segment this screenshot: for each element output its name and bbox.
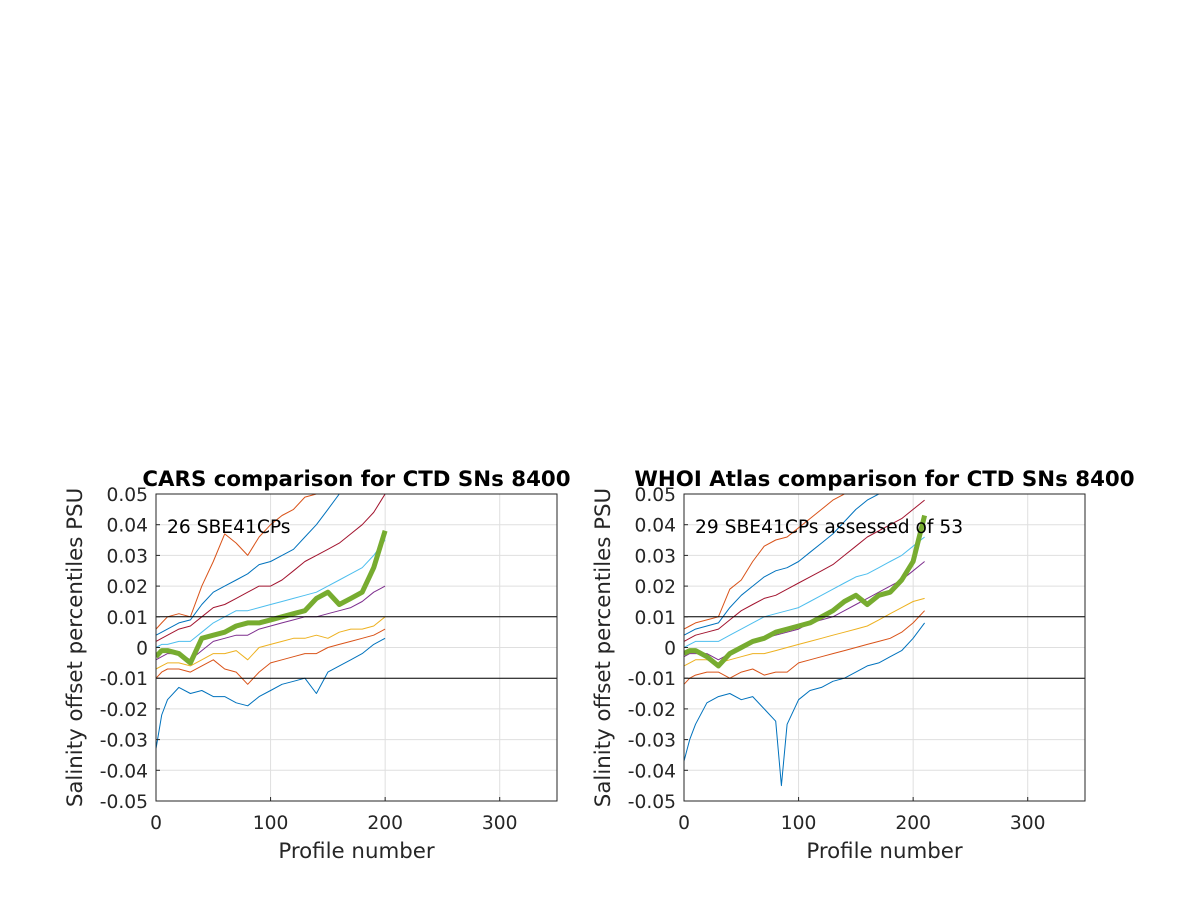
percentile-series-line <box>684 499 925 642</box>
x-tick-label: 100 <box>781 813 817 834</box>
percentile-series-line <box>684 536 925 648</box>
x-tick-label: 0 <box>678 813 690 834</box>
y-axis-label: Salinity offset percentiles PSU <box>63 488 88 807</box>
cars-comparison-panel: 0 100 200 300 -0.05 -0.04 -0.03 -0.02 -0.01 0 0.01… <box>63 467 571 864</box>
percentile-series-line <box>684 494 925 636</box>
chart-title: WHOI Atlas comparison for CTD SNs 8400 <box>634 467 1134 492</box>
x-tick-label: 300 <box>482 813 518 834</box>
float-count-annotation: 29 SBE41CPs assessed of 53 <box>695 517 963 538</box>
percentile-series-line <box>684 610 925 685</box>
x-tick-label: 200 <box>895 813 931 834</box>
y-tick-label: -0.02 <box>628 700 676 721</box>
percentile-series-line <box>156 628 386 685</box>
x-tick-label: 100 <box>253 813 289 834</box>
y-axis-label: Salinity offset percentiles PSU <box>591 488 616 807</box>
y-tick-label: 0.03 <box>106 546 148 567</box>
y-tick-label: 0.05 <box>634 485 676 506</box>
percentile-series-line <box>156 494 386 642</box>
median-series-line <box>156 530 388 666</box>
y-tick-label: -0.04 <box>100 761 148 782</box>
y-tick-label: 0.01 <box>634 608 676 629</box>
data-layer <box>684 494 928 787</box>
percentile-series-line <box>156 494 386 636</box>
y-tick-label: -0.01 <box>628 669 676 690</box>
y-tick-label: -0.04 <box>628 761 676 782</box>
percentile-series-line <box>156 637 386 749</box>
y-tick-label: -0.05 <box>100 792 148 813</box>
y-tick-label: 0.03 <box>634 546 676 567</box>
y-tick-label: 0.05 <box>106 485 148 506</box>
y-tick-label: 0.02 <box>106 577 148 598</box>
y-tick-label: 0.04 <box>106 516 148 537</box>
percentile-series-line <box>684 494 925 630</box>
x-tick-label: 300 <box>1010 813 1046 834</box>
percentile-series-line <box>684 561 925 661</box>
median-series-line <box>684 514 928 669</box>
chart-title: CARS comparison for CTD SNs 8400 <box>142 467 570 492</box>
y-tick-label: -0.03 <box>628 731 676 752</box>
whoi-atlas-comparison-panel: 0 100 200 300 -0.05 -0.04 -0.03 -0.02 -0.01 0 0.01… <box>591 467 1135 864</box>
percentile-series-line <box>156 539 386 648</box>
x-tick-label: 0 <box>150 813 162 834</box>
y-tick-label: 0.01 <box>106 608 148 629</box>
percentile-series-line <box>156 494 386 630</box>
data-layer <box>156 494 388 749</box>
y-tick-label: 0.02 <box>634 577 676 598</box>
y-tick-label: -0.05 <box>628 792 676 813</box>
x-tick-label: 200 <box>367 813 403 834</box>
y-tick-label: 0 <box>664 639 676 660</box>
percentile-series-line <box>156 616 386 670</box>
y-tick-label: -0.02 <box>100 700 148 721</box>
x-axis-label: Profile number <box>278 839 435 864</box>
percentile-series-line <box>684 622 926 787</box>
y-tick-label: 0 <box>136 639 148 660</box>
y-tick-label: -0.03 <box>100 731 148 752</box>
x-axis-label: Profile number <box>806 839 963 864</box>
y-tick-label: -0.01 <box>100 669 148 690</box>
float-count-annotation: 26 SBE41CPs <box>167 517 291 538</box>
y-tick-label: 0.04 <box>634 516 676 537</box>
